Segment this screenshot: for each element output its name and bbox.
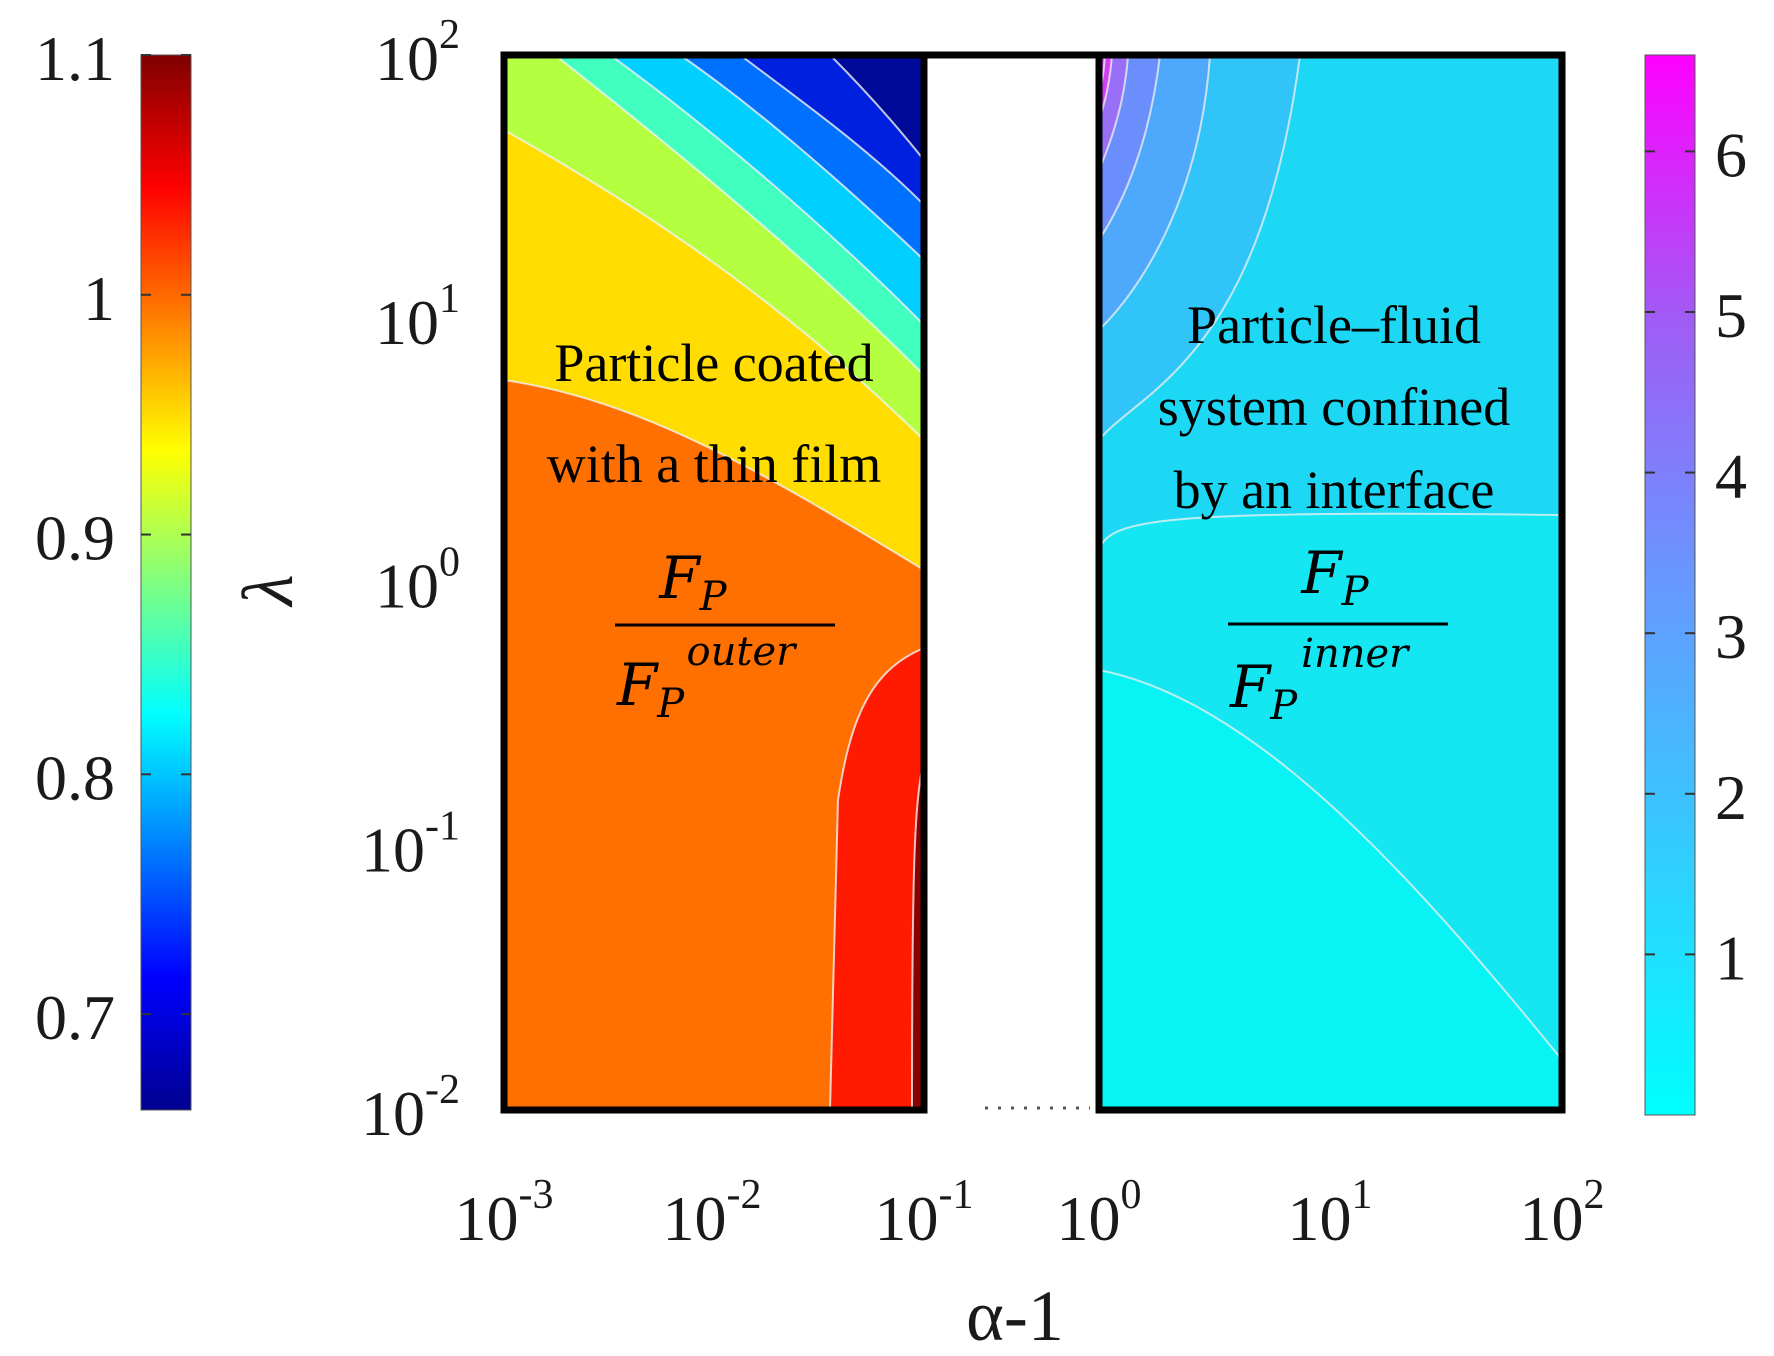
left-annotation-line-2: with a thin film [547,434,881,494]
y-tick-label: 101 [375,276,460,358]
left-ratio-denominator: FPouter [616,629,798,727]
x-axis-ticks: 10-3 10-2 10-1 100 101 102 [455,1172,1605,1254]
y-tick-label: 102 [375,12,460,94]
left-annotation-line-1: Particle coated [554,333,873,393]
left-panel-frame [500,51,928,1114]
right-colorbar-tick-label: 4 [1715,441,1747,512]
x-axis-label: α-1 [966,1276,1064,1356]
level-lowest-region [1099,670,1562,1110]
left-annotation: Particle coated with a thin film FP FPou… [547,333,881,727]
left-colorbar-tick-label: 0.9 [35,503,115,574]
level-0.65-region [830,55,924,160]
right-colorbar-tick-label: 1 [1715,922,1747,993]
x-tick-label: 10-1 [875,1172,974,1254]
x-tick-label: 101 [1288,1172,1373,1254]
left-ratio-numerator: FP [658,544,727,620]
y-tick-label: 100 [375,540,460,622]
right-contour-lines [1099,55,1562,1061]
level-1.05-region [830,648,924,1110]
right-colorbar-tick-label: 5 [1715,280,1747,351]
x-tick-label: 10-2 [663,1172,762,1254]
left-colorbar-ticks: 0.7 0.8 0.9 1 1.1 [35,23,191,1053]
left-colorbar-tick-label: 0.7 [35,982,115,1053]
right-contour-panel [1099,55,1562,1110]
x-tick-label: 102 [1520,1172,1605,1254]
right-colorbar-tick-label: 3 [1715,601,1747,672]
y-axis-label: λ [228,574,308,607]
left-colorbar-tick-label: 1 [83,263,115,334]
right-ratio-numerator: FP [1300,539,1369,615]
left-colorbar: 0.7 0.8 0.9 1 1.1 [35,23,192,1111]
right-ratio-denominator: FPinner [1229,631,1411,729]
y-tick-label: 10-1 [361,803,460,885]
right-colorbar-tick-label: 2 [1715,762,1747,833]
left-colorbar-tick-label: 0.8 [35,742,115,813]
right-ratio-formula: FP FPinner [1228,539,1448,729]
right-colorbar-ticks: 1 2 3 4 5 6 [1645,119,1747,993]
left-contour-panel [504,55,924,1110]
left-colorbar-gradient [140,54,192,1111]
left-colorbar-tick-label: 1.1 [35,23,115,94]
right-annotation-line-1: Particle–fluid [1187,295,1481,355]
right-colorbar: 1 2 3 4 5 6 [1644,54,1747,1116]
right-colorbar-gradient [1644,54,1696,1116]
left-ratio-formula: FP FPouter [615,544,835,727]
right-annotation-line-2: system confined [1158,377,1510,437]
x-tick-label: 10-3 [455,1172,554,1254]
y-axis-ticks: 102 101 100 10-1 10-2 [361,12,460,1149]
right-annotation: Particle–fluid system confined by an int… [1158,295,1510,729]
right-annotation-line-3: by an interface [1174,460,1495,520]
y-tick-label: 10-2 [361,1067,460,1149]
right-panel-frame [1095,51,1566,1114]
right-colorbar-tick-label: 6 [1715,119,1747,190]
left-contour-lines [504,55,924,1110]
x-tick-label: 100 [1057,1172,1142,1254]
